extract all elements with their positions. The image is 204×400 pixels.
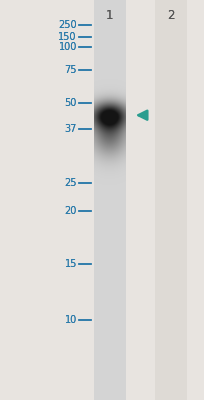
Text: 1: 1 [105,9,113,22]
Text: 100: 100 [58,42,76,52]
Text: 75: 75 [64,65,76,75]
Text: 50: 50 [64,98,76,108]
Bar [155,0,186,400]
Text: 250: 250 [58,20,76,30]
Text: 10: 10 [64,315,76,325]
Text: 2: 2 [167,9,174,22]
Text: 10: 10 [64,315,76,325]
Bar [125,0,155,400]
Bar [93,0,125,400]
Text: 150: 150 [58,32,76,42]
Text: 75: 75 [64,65,76,75]
Text: 15: 15 [64,259,76,269]
Text: 15: 15 [64,259,76,269]
Text: 2: 2 [167,9,174,22]
Text: 100: 100 [58,42,76,52]
Text: 37: 37 [64,124,76,134]
Text: 37: 37 [64,124,76,134]
Bar [155,0,186,400]
Bar [186,0,204,400]
Text: 20: 20 [64,206,76,216]
Text: 50: 50 [64,98,76,108]
Text: 250: 250 [58,20,76,30]
Text: 20: 20 [64,206,76,216]
Bar [0,0,93,400]
Text: 150: 150 [58,32,76,42]
Text: 1: 1 [105,9,113,22]
Text: 25: 25 [64,178,76,188]
Text: 25: 25 [64,178,76,188]
